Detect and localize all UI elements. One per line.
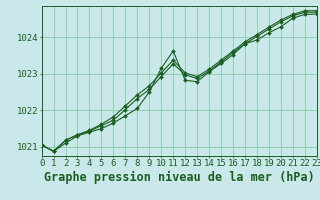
X-axis label: Graphe pression niveau de la mer (hPa): Graphe pression niveau de la mer (hPa) [44, 171, 315, 184]
